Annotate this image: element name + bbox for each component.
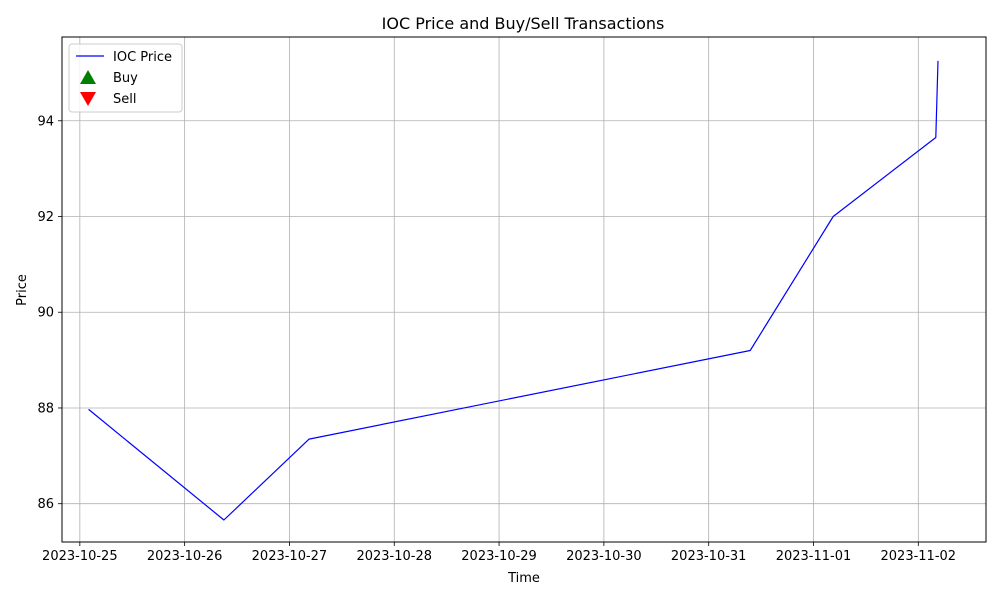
x-tick-label: 2023-10-29: [461, 549, 537, 564]
x-tick-label: 2023-10-30: [566, 549, 642, 564]
y-tick-label: 94: [37, 114, 54, 129]
x-tick-label: 2023-10-27: [252, 549, 328, 564]
legend-label-buy: Buy: [113, 71, 138, 86]
legend-buy-marker: [80, 70, 96, 84]
y-tick-label: 90: [37, 306, 54, 321]
series-layer: [88, 60, 939, 521]
y-axis: 86 88 90 92 94: [37, 114, 62, 512]
legend: IOC Price Buy Sell: [68, 43, 183, 113]
legend-label-sell: Sell: [113, 92, 136, 107]
y-tick-label: 92: [37, 210, 54, 225]
y-tick-label: 88: [37, 401, 54, 416]
x-tick-label: 2023-10-28: [356, 549, 432, 564]
x-tick-label: 2023-10-25: [42, 549, 118, 564]
x-tick-label: 2023-10-26: [147, 549, 223, 564]
grid: [62, 37, 986, 542]
x-tick-label: 2023-11-01: [776, 549, 852, 564]
y-tick-label: 86: [37, 497, 54, 512]
x-axis-label: Time: [507, 571, 540, 586]
legend-sell-marker: [80, 92, 96, 106]
series-line-ioc-price: [88, 60, 939, 521]
x-axis: 2023-10-25 2023-10-26 2023-10-27 2023-10-28…: [42, 542, 956, 564]
y-axis-label: Price: [15, 274, 30, 306]
legend-label-price: IOC Price: [113, 50, 172, 65]
chart-title: IOC Price and Buy/Sell Transactions: [382, 14, 665, 33]
legend-box: [68, 43, 183, 113]
x-tick-label: 2023-11-02: [881, 549, 957, 564]
x-tick-label: 2023-10-31: [671, 549, 747, 564]
plot-area: [61, 36, 987, 543]
